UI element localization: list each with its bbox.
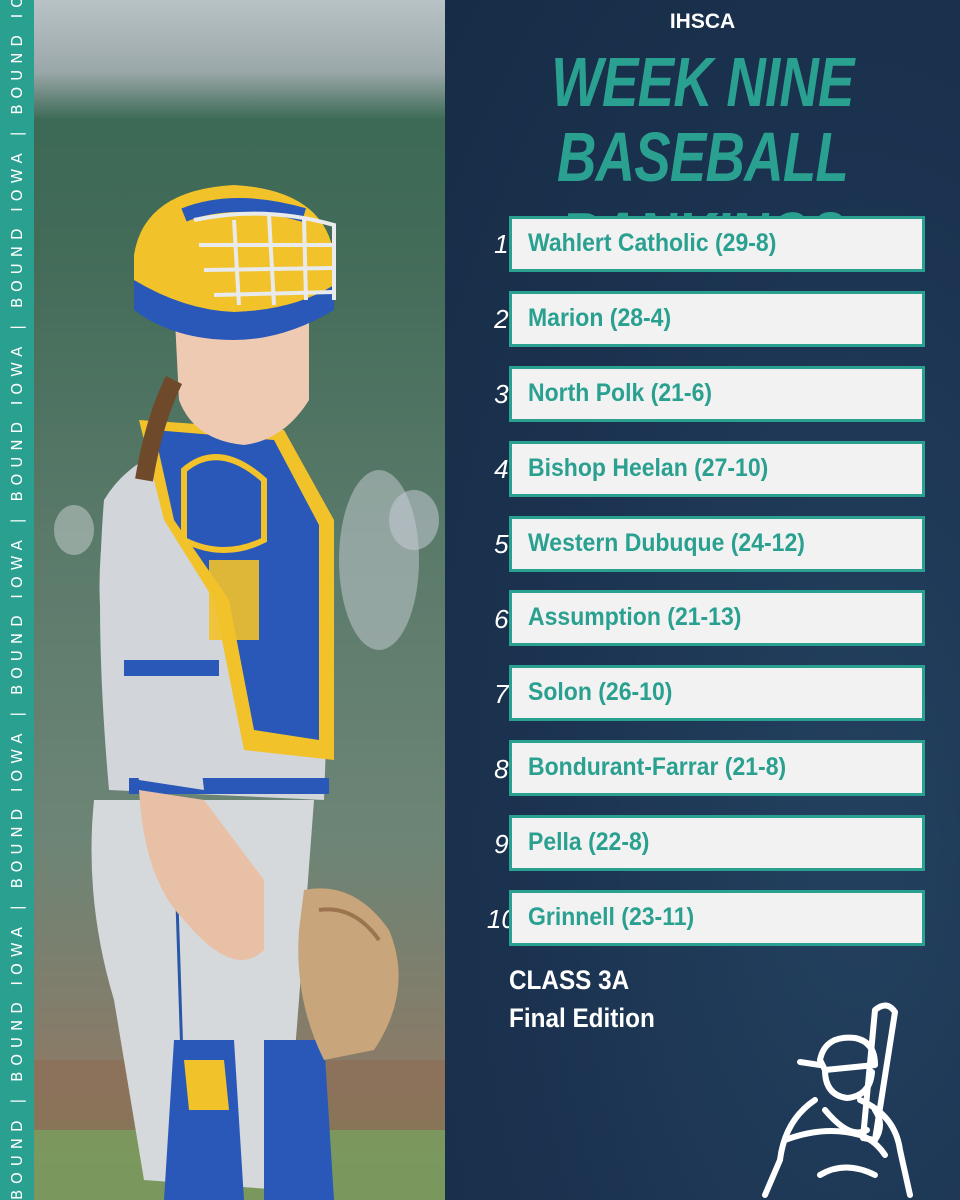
team-name: Marion (28-4) (528, 304, 672, 332)
edition-label: Final Edition (509, 1003, 655, 1033)
org-label: IHSCA (669, 10, 736, 33)
title-line-1: WEEK NINE (551, 43, 854, 121)
ranking-box: Assumption (21-13) (509, 590, 925, 646)
team-name: Solon (26-10) (528, 678, 673, 706)
team-name: Western Dubuque (24-12) (528, 529, 805, 557)
ranking-box: Grinnell (23-11) (509, 890, 925, 946)
team-name: Grinnell (23-11) (528, 903, 695, 931)
catcher-photo (34, 0, 445, 1200)
rankings-panel: IHSCA WEEK NINE BASEBALL RANKINGS 1. Wah… (445, 0, 960, 1200)
team-name: North Polk (21-6) (528, 379, 713, 407)
brand-strip-text: BOUND | BOUND IOWA | BOUND IOWA | BOUND … (8, 0, 26, 1200)
baseball-batter-icon (762, 1002, 913, 1198)
ranking-box: Western Dubuque (24-12) (509, 516, 925, 572)
ranking-box: Marion (28-4) (509, 291, 925, 347)
team-name: Wahlert Catholic (29-8) (528, 229, 777, 257)
ranking-box: Wahlert Catholic (29-8) (509, 216, 925, 272)
ranking-box: Solon (26-10) (509, 665, 925, 721)
ranking-box: Bondurant-Farrar (21-8) (509, 740, 925, 796)
ranking-box: Pella (22-8) (509, 815, 925, 871)
class-label: CLASS 3A (509, 965, 630, 995)
brand-strip: BOUND | BOUND IOWA | BOUND IOWA | BOUND … (0, 0, 34, 1200)
team-name: Pella (22-8) (528, 828, 650, 856)
team-name: Bishop Heelan (27-10) (528, 454, 769, 482)
ranking-box: Bishop Heelan (27-10) (509, 441, 925, 497)
team-name: Bondurant-Farrar (21-8) (528, 753, 787, 781)
ranking-box: North Polk (21-6) (509, 366, 925, 422)
team-name: Assumption (21-13) (528, 603, 742, 631)
